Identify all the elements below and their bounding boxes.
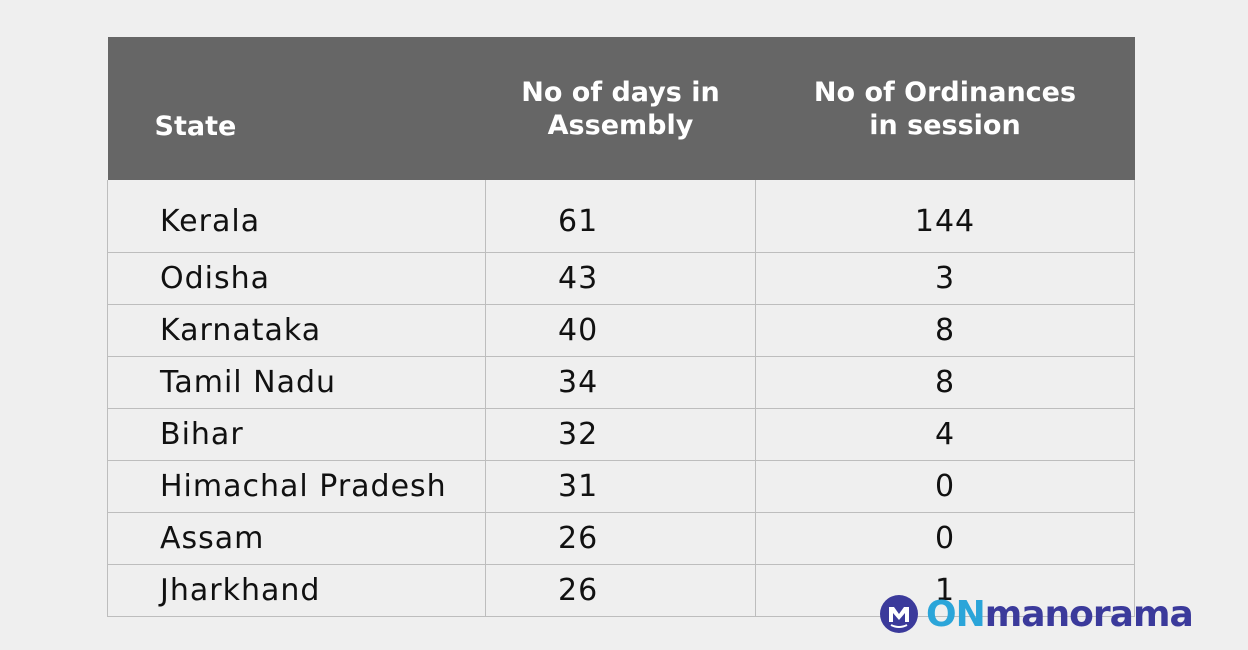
manorama-m-icon [880,595,918,633]
logo-text-on: ON [926,593,986,635]
table-header: State No of days in Assembly No of Ordin… [107,37,1135,180]
cell-ordinances: 0 [755,512,1135,565]
onmanorama-logo: ON manorama [880,593,1194,635]
header-ordinances: No of Ordinances in session [755,37,1135,180]
cell-ordinances: 1 [755,564,1135,617]
header-days-line-1: No of days in [521,76,720,108]
cell-state: Odisha [107,252,486,305]
table-body: Kerala 61 144 Odisha 43 3 Karnataka 40 8… [107,180,1135,617]
cell-state: Tamil Nadu [107,356,486,409]
cell-ordinances: 8 [755,304,1135,357]
header-days: No of days in Assembly [485,37,756,180]
header-days-line-2: Assembly [547,109,694,141]
table-row: Karnataka 40 8 [107,304,1135,357]
cell-days: 31 [485,460,756,513]
cell-state: Jharkhand [107,564,486,617]
cell-ordinances: 4 [755,408,1135,461]
header-state-line-1: State [154,111,237,142]
cell-ordinances: 144 [755,180,1135,253]
cell-days: 32 [485,408,756,461]
ordinance-table: State No of days in Assembly No of Ordin… [107,37,1135,617]
cell-days: 61 [485,180,756,253]
table-row: Tamil Nadu 34 8 [107,356,1135,409]
cell-state: Karnataka [107,304,486,357]
header-row: State No of days in Assembly No of Ordin… [107,37,1135,180]
table-row: Assam 26 0 [107,512,1135,565]
cell-ordinances: 0 [755,460,1135,513]
cell-state: Bihar [107,408,486,461]
logo-text-manorama: manorama [984,593,1194,635]
header-ordinances-line-2: in session [869,109,1021,141]
table-row: Bihar 32 4 [107,408,1135,461]
ordinance-table-container: State No of days in Assembly No of Ordin… [107,37,1135,617]
header-ordinances-line-1: No of Ordinances [813,76,1077,108]
cell-days: 40 [485,304,756,357]
cell-days: 26 [485,564,756,617]
cell-ordinances: 8 [755,356,1135,409]
cell-state: Assam [107,512,486,565]
table-row: Himachal Pradesh 31 0 [107,460,1135,513]
cell-days: 34 [485,356,756,409]
cell-ordinances: 3 [755,252,1135,305]
table-row: Jharkhand 26 1 [107,564,1135,617]
cell-state: Himachal Pradesh [107,460,486,513]
cell-days: 43 [485,252,756,305]
table-row: Kerala 61 144 [107,180,1135,253]
header-state: State [107,37,486,180]
cell-state: Kerala [107,180,486,253]
table-row: Odisha 43 3 [107,252,1135,305]
cell-days: 26 [485,512,756,565]
